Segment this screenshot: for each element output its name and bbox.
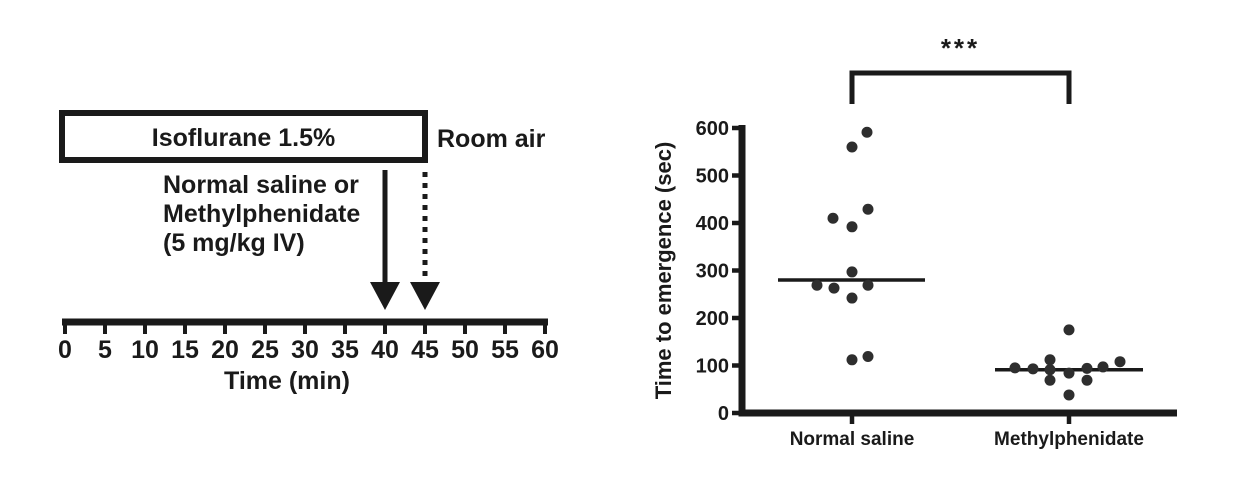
- room-air-arrow-head: [410, 282, 440, 310]
- data-point: [1081, 362, 1093, 374]
- data-point: [1081, 374, 1093, 386]
- room-air-label: Room air: [437, 125, 546, 153]
- time-axis-title: Time (min): [224, 367, 350, 395]
- time-tick-label: 5: [98, 336, 112, 364]
- data-point: [1114, 356, 1126, 368]
- time-tick-label: 60: [531, 336, 559, 364]
- category-label: Normal saline: [790, 429, 915, 450]
- data-point: [846, 292, 858, 304]
- data-point: [1044, 374, 1056, 386]
- y-tick-label: 600: [696, 118, 729, 140]
- injection-label-line: Normal saline or: [163, 171, 359, 199]
- time-tick-label: 20: [211, 336, 239, 364]
- y-tick-label: 300: [696, 261, 729, 283]
- emergence-scatter-plot: 0 100 200 300 400 500 600 Time to emergence (se…: [651, 33, 1177, 450]
- y-tick-label: 500: [696, 166, 729, 188]
- time-tick-label: 50: [451, 336, 479, 364]
- data-point: [828, 282, 840, 294]
- data-point: [1097, 361, 1109, 373]
- anesthesia-timeline-diagram: 0 5 10 15 20 25 30 35 40 45 50 55 60 Time (min) Isoflu…: [58, 110, 559, 395]
- data-point: [846, 354, 858, 366]
- data-point: [1027, 363, 1039, 375]
- data-point: [862, 350, 874, 362]
- injection-label-line: Methylphenidate: [163, 200, 360, 228]
- y-tick-label: 0: [718, 403, 729, 425]
- data-point: [846, 266, 858, 278]
- data-point: [862, 279, 874, 291]
- data-point: [827, 212, 839, 224]
- data-point: [846, 141, 858, 153]
- data-point: [1009, 362, 1021, 374]
- data-point: [1044, 364, 1056, 376]
- time-tick-label: 55: [491, 336, 519, 364]
- data-point: [846, 221, 858, 233]
- category-label: Methylphenidate: [994, 429, 1144, 450]
- injection-label-line: (5 mg/kg IV): [163, 229, 305, 257]
- time-tick-label: 0: [58, 336, 72, 364]
- data-point: [1063, 389, 1075, 401]
- y-axis-title: Time to emergence (sec): [651, 142, 676, 400]
- time-tick-label: 30: [291, 336, 319, 364]
- significance-stars: ***: [941, 33, 980, 63]
- y-tick-label: 100: [696, 356, 729, 378]
- y-tick-label: 400: [696, 213, 729, 235]
- data-point: [811, 279, 823, 291]
- significance-bracket: [849, 70, 1072, 104]
- isoflurane-box: [59, 110, 428, 163]
- data-point: [861, 126, 873, 138]
- time-tick-label: 40: [371, 336, 399, 364]
- data-point: [862, 203, 874, 215]
- data-point: [1044, 354, 1056, 366]
- isoflurane-box-label: Isoflurane 1.5%: [152, 124, 335, 152]
- data-point: [1063, 324, 1075, 336]
- y-tick-label: 200: [696, 308, 729, 330]
- injection-arrow-head: [370, 282, 400, 310]
- time-tick-label: 10: [131, 336, 159, 364]
- data-point: [1063, 367, 1075, 379]
- time-tick-label: 25: [251, 336, 279, 364]
- time-tick-label: 45: [411, 336, 439, 364]
- time-tick-label: 35: [331, 336, 359, 364]
- time-tick-label: 15: [171, 336, 199, 364]
